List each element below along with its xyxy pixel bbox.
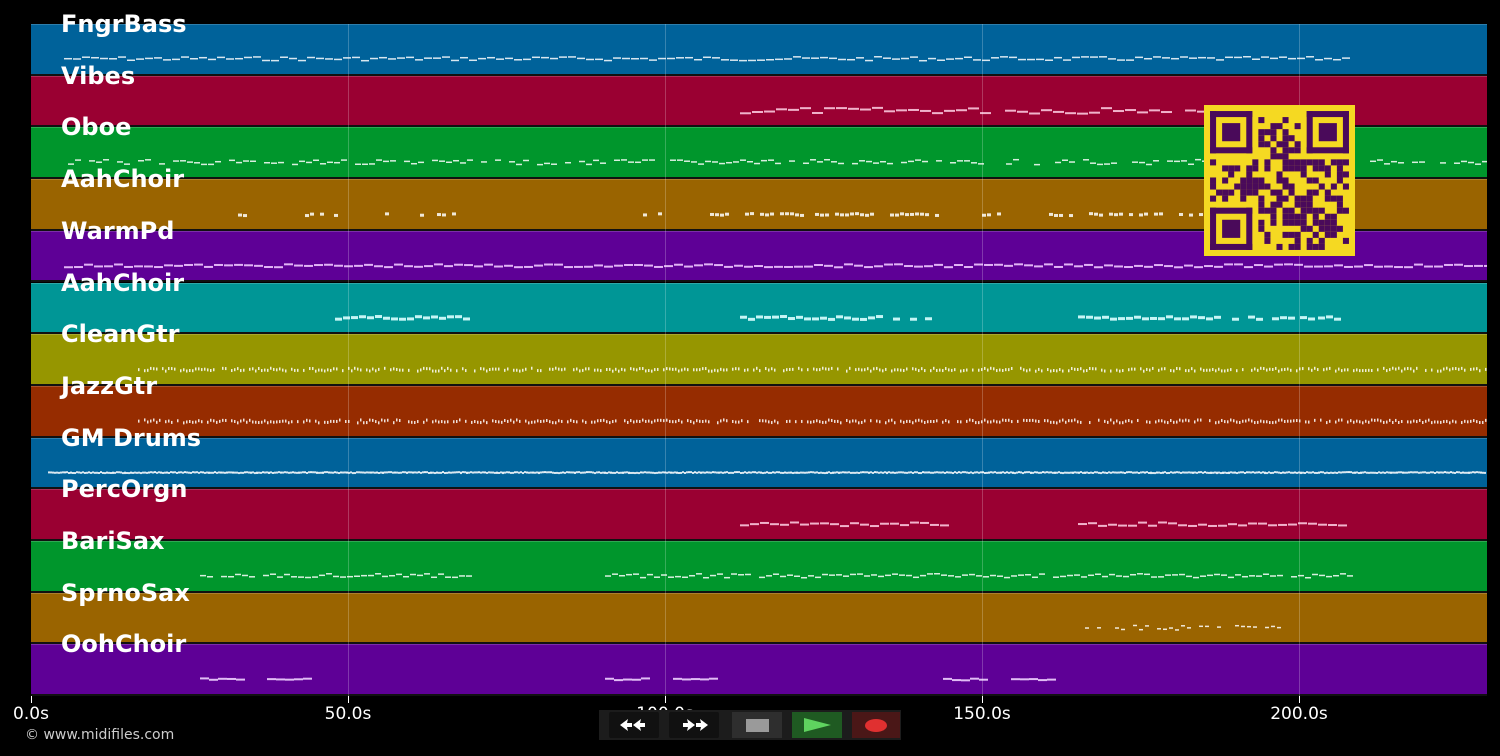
axis-tick-label: 150.0s — [953, 704, 1011, 724]
track-row: JazzGtr — [31, 372, 1487, 438]
play-button[interactable] — [792, 712, 842, 738]
play-icon — [804, 718, 831, 732]
rewind-button[interactable] — [609, 712, 659, 738]
axis-tick — [31, 696, 32, 703]
track-row: CleanGtr — [31, 320, 1487, 386]
fast-forward-icon — [683, 719, 708, 731]
track-label: WarmPd — [61, 216, 175, 245]
track-label: Vibes — [61, 61, 136, 90]
track-label: CleanGtr — [61, 320, 180, 349]
qr-code — [1204, 105, 1355, 256]
track-label: AahChoir — [61, 165, 185, 194]
stop-button[interactable] — [732, 712, 782, 738]
record-button[interactable] — [852, 712, 900, 738]
axis-tick — [348, 696, 349, 703]
axis-tick — [1299, 696, 1300, 703]
gridline — [1299, 24, 1300, 696]
track-row: AahChoir — [31, 269, 1487, 335]
axis-tick-label: 0.0s — [13, 704, 49, 724]
gridline — [982, 24, 983, 696]
axis-tick — [665, 696, 666, 703]
track-row: GM Drums — [31, 424, 1487, 490]
track-label: SprnoSax — [61, 578, 190, 607]
track-label: PercOrgn — [61, 475, 188, 504]
axis-tick-label: 50.0s — [324, 704, 372, 724]
track-row: PercOrgn — [31, 475, 1487, 541]
track-label: JazzGtr — [61, 371, 158, 400]
track-row: BariSax — [31, 527, 1487, 593]
stop-icon — [745, 718, 769, 732]
gridline — [665, 24, 666, 696]
gridline — [348, 24, 349, 696]
track-label: FngrBass — [61, 10, 187, 38]
fast-forward-button[interactable] — [669, 712, 719, 738]
axis-tick — [982, 696, 983, 703]
rewind-icon — [620, 719, 645, 731]
qr-code-image — [1210, 111, 1349, 250]
transport-controls — [599, 710, 901, 740]
axis-tick-label: 200.0s — [1270, 704, 1328, 724]
track-row: FngrBass — [31, 10, 1487, 76]
track-label: BariSax — [61, 527, 165, 555]
copyright-credit: © www.midifiles.com — [25, 727, 175, 743]
track-label: Oboe — [61, 113, 132, 142]
track-row: SprnoSax — [31, 579, 1487, 645]
track-label: OohChoir — [61, 630, 187, 659]
track-label: GM Drums — [61, 423, 202, 452]
record-icon — [865, 718, 887, 732]
track-row: OohChoir — [31, 630, 1487, 697]
track-label: AahChoir — [61, 268, 185, 297]
